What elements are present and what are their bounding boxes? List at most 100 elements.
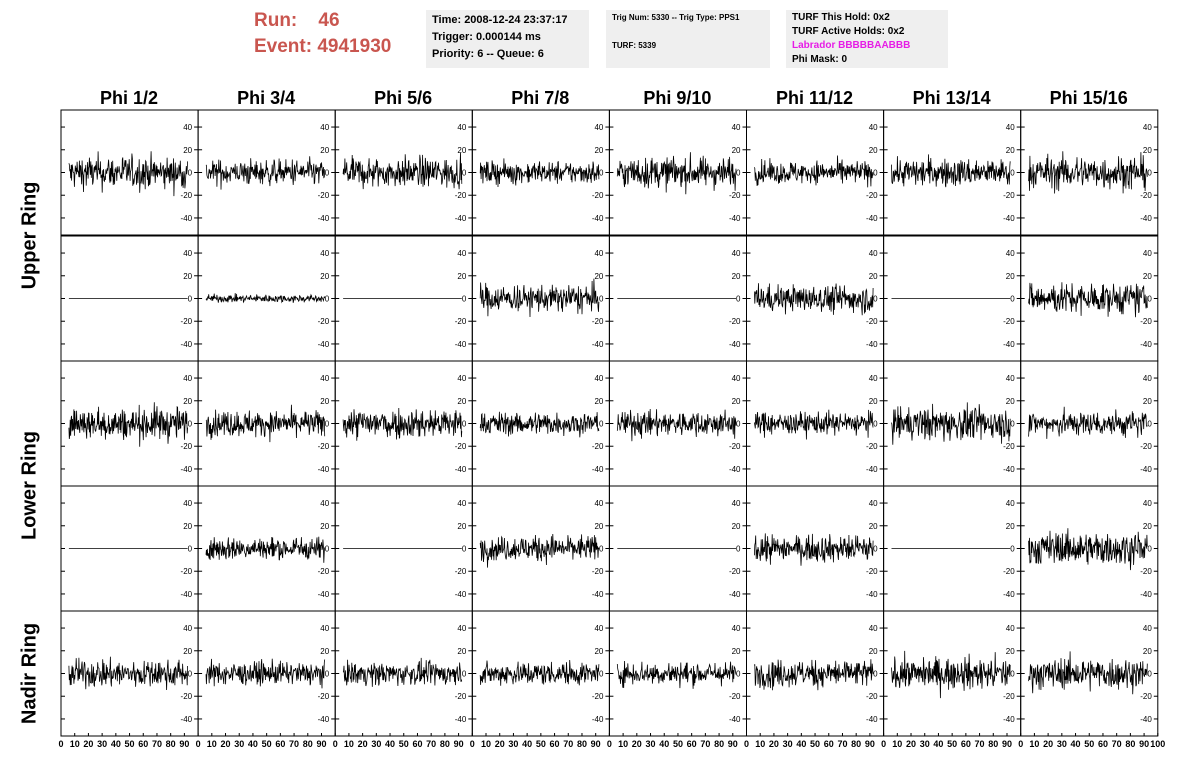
- xtick-label: 80: [440, 739, 450, 749]
- ytick-label: 0: [462, 545, 467, 554]
- ytick-label: 0: [1010, 545, 1015, 554]
- ytick-label: 20: [457, 146, 466, 155]
- xtick-label: 0: [58, 739, 63, 749]
- ytick-label: 40: [1006, 123, 1015, 132]
- ytick-label: 20: [183, 647, 192, 656]
- xtick-label: 40: [522, 739, 532, 749]
- ytick-label: 0: [188, 545, 193, 554]
- time-text: Time: 2008-12-24 23:37:17: [432, 14, 568, 26]
- xtick-label: 0: [1018, 739, 1023, 749]
- ytick-label: -40: [1003, 214, 1015, 223]
- ytick-label: -40: [455, 340, 467, 349]
- ytick-label: 0: [873, 169, 878, 178]
- ytick-label: 20: [1006, 522, 1015, 531]
- ytick-label: 0: [599, 670, 604, 679]
- waveform-r2-c6: [754, 283, 874, 316]
- ytick-label: -20: [592, 317, 604, 326]
- ytick-label: 20: [1006, 647, 1015, 656]
- ytick-label: 20: [594, 397, 603, 406]
- waveform-r3-c4: [479, 411, 600, 438]
- phi-header-1: Phi 1/2: [99, 88, 159, 108]
- waveform-r4-c6: [754, 533, 874, 566]
- ytick-label: 40: [594, 499, 603, 508]
- ytick-label: -40: [181, 465, 193, 474]
- ytick-label: 20: [1006, 146, 1015, 155]
- ytick-label: 40: [183, 499, 192, 508]
- waveform-r5-c2: [205, 658, 326, 689]
- ytick-label: 0: [873, 545, 878, 554]
- ytick-label: -20: [455, 442, 467, 451]
- xtick-label: 10: [207, 739, 217, 749]
- ytick-label: 0: [325, 420, 330, 429]
- ytick-label: -20: [866, 692, 878, 701]
- ytick-label: 40: [1006, 249, 1015, 258]
- ytick-label: 20: [869, 647, 878, 656]
- xtick-label: 70: [1112, 739, 1122, 749]
- ytick-label: 0: [1010, 295, 1015, 304]
- ytick-label: -40: [592, 590, 604, 599]
- xtick-label: 40: [385, 739, 395, 749]
- xtick-label: 70: [700, 739, 710, 749]
- xtick-label: 10: [344, 739, 354, 749]
- ytick-label: -20: [1140, 442, 1152, 451]
- ytick-label: 20: [869, 522, 878, 531]
- ytick-label: -20: [729, 692, 741, 701]
- ytick-label: -40: [592, 715, 604, 724]
- phi-header-3: Phi 5/6: [374, 88, 433, 108]
- xtick-label: 20: [769, 739, 779, 749]
- xtick-label: 10: [618, 739, 628, 749]
- ytick-label: -20: [1003, 191, 1015, 200]
- xtick-label: 20: [221, 739, 231, 749]
- waveform-r3-c8: [1028, 406, 1148, 439]
- ytick-label: 40: [1006, 624, 1015, 633]
- ytick-label: 0: [1010, 169, 1015, 178]
- waveform-r1-c3: [342, 152, 463, 190]
- ytick-label: -40: [592, 340, 604, 349]
- ytick-label: 20: [732, 146, 741, 155]
- xtick-label: 30: [234, 739, 244, 749]
- xtick-label: 0: [607, 739, 612, 749]
- xtick-label: 90: [316, 739, 326, 749]
- ytick-label: 20: [1006, 272, 1015, 281]
- xtick-label: 70: [837, 739, 847, 749]
- ytick-label: 0: [736, 295, 741, 304]
- ytick-label: 20: [869, 397, 878, 406]
- ytick-label: -20: [729, 442, 741, 451]
- waveform-r4-c8: [1028, 528, 1148, 571]
- ytick-label: 0: [1010, 420, 1015, 429]
- waveform-r3-c6: [754, 409, 874, 440]
- turf-num-text: TURF: 5339: [612, 41, 657, 50]
- ytick-label: 0: [462, 420, 467, 429]
- ytick-label: -20: [318, 191, 330, 200]
- ytick-label: 0: [599, 169, 604, 178]
- xtick-label: 100: [1150, 739, 1165, 749]
- ytick-label: -40: [181, 214, 193, 223]
- waveform-r5-c7: [891, 650, 1011, 699]
- ytick-label: 20: [1143, 397, 1152, 406]
- ytick-label: 20: [732, 647, 741, 656]
- ytick-label: -20: [318, 317, 330, 326]
- ytick-label: 40: [320, 374, 329, 383]
- ytick-label: 0: [325, 670, 330, 679]
- phi-header-6: Phi 11/12: [775, 88, 854, 108]
- xtick-label: 80: [303, 739, 313, 749]
- ytick-label: 40: [1143, 123, 1152, 132]
- ytick-label: 0: [325, 545, 330, 554]
- ytick-label: 0: [873, 420, 878, 429]
- ytick-label: -20: [866, 442, 878, 451]
- ytick-label: -40: [318, 465, 330, 474]
- ytick-label: -20: [455, 317, 467, 326]
- ytick-label: 40: [1143, 624, 1152, 633]
- waveform-r1-c5: [616, 152, 737, 195]
- xtick-label: 40: [1071, 739, 1081, 749]
- ytick-label: 20: [869, 272, 878, 281]
- ytick-label: 40: [320, 123, 329, 132]
- xtick-label: 40: [659, 739, 669, 749]
- ytick-label: -20: [181, 567, 193, 576]
- run-value: 46: [318, 10, 340, 31]
- waveform-r1-c6: [754, 155, 874, 188]
- xtick-label: 0: [470, 739, 475, 749]
- ytick-label: -40: [1003, 715, 1015, 724]
- turf-info-box: TURF This Hold: 0x2 TURF Active Holds: 0…: [786, 10, 948, 68]
- xtick-label: 90: [728, 739, 738, 749]
